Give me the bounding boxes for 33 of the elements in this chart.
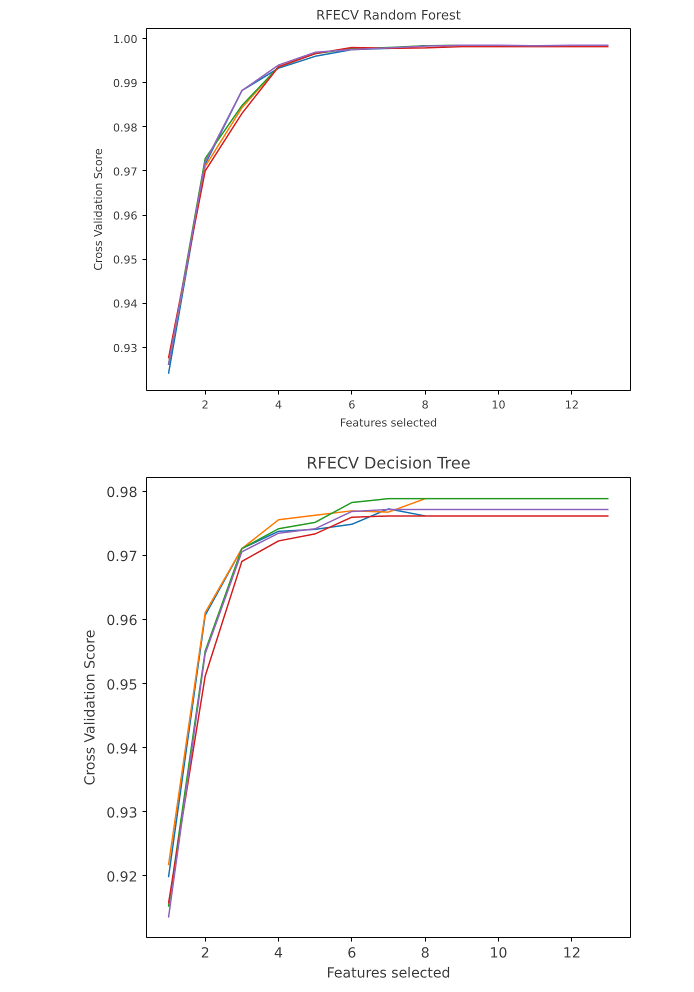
x-tick-label: 6 bbox=[348, 398, 356, 412]
x-tick-label: 12 bbox=[564, 398, 579, 412]
x-tick-label: 10 bbox=[492, 398, 506, 412]
y-tick-label: 0.94 bbox=[113, 298, 138, 311]
x-tick-label: 8 bbox=[420, 946, 430, 962]
y-tick-label: 0.94 bbox=[106, 741, 138, 758]
y-tick-label: 0.92 bbox=[106, 869, 138, 886]
x-tick-label: 4 bbox=[275, 398, 282, 412]
y-axis-title: Cross Validation Score bbox=[82, 630, 98, 786]
x-tick-label: 4 bbox=[274, 946, 284, 962]
y-tick-label: 0.93 bbox=[113, 342, 138, 355]
y-axis-title: Cross Validation Score bbox=[92, 148, 106, 271]
x-axis-title: Features selected bbox=[326, 966, 450, 982]
y-tick-label: 0.95 bbox=[106, 677, 138, 694]
chart-title: RFECV Decision Tree bbox=[306, 454, 471, 472]
x-tick-label: 2 bbox=[202, 398, 209, 412]
y-tick-label: 0.97 bbox=[106, 549, 138, 566]
y-tick-label: 0.96 bbox=[106, 613, 138, 630]
x-tick-label: 8 bbox=[422, 398, 429, 412]
x-tick-label: 2 bbox=[200, 946, 210, 962]
x-tick-label: 6 bbox=[347, 946, 356, 962]
y-tick-label: 1.00 bbox=[113, 33, 138, 46]
y-tick-label: 0.93 bbox=[106, 805, 138, 822]
y-tick-label: 0.98 bbox=[113, 121, 138, 134]
y-tick-label: 0.99 bbox=[113, 77, 138, 90]
y-tick-label: 0.97 bbox=[113, 165, 138, 178]
chart-title: RFECV Random Forest bbox=[316, 8, 461, 24]
x-tick-label: 10 bbox=[490, 946, 508, 962]
y-tick-label: 0.96 bbox=[113, 210, 138, 223]
y-tick-label: 0.98 bbox=[106, 485, 138, 502]
x-tick-label: 12 bbox=[562, 946, 581, 962]
x-axis-title: Features selected bbox=[340, 416, 438, 430]
y-tick-label: 0.95 bbox=[113, 254, 138, 267]
